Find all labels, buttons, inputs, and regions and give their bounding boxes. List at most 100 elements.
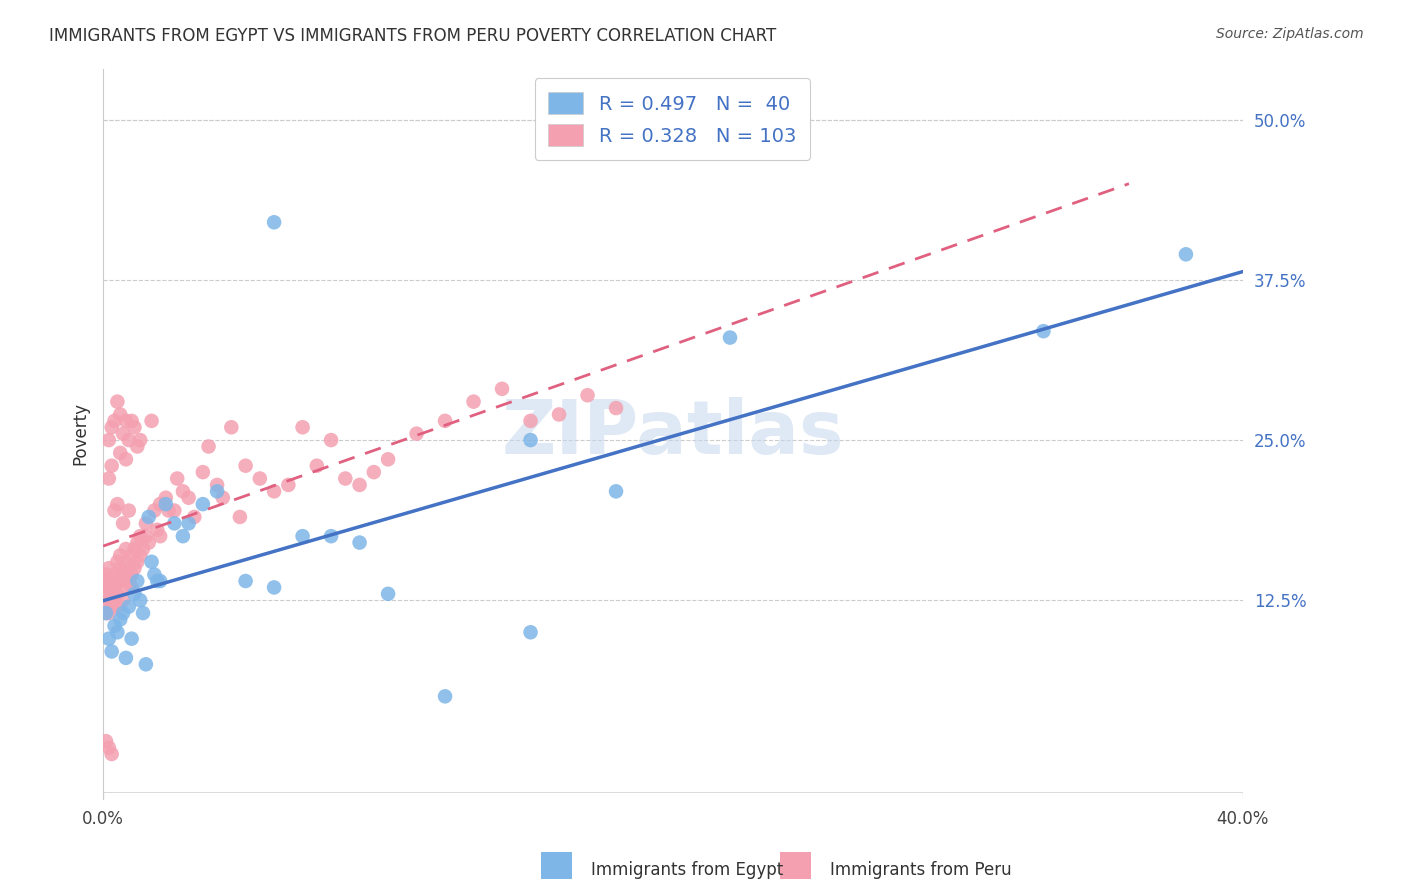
Point (197, 440, 219, 454)
Point (157, 503, 180, 517)
Point (249, 471, 271, 485)
Point (94, 606, 117, 620)
Point (129, 549, 152, 563)
Point (277, 478, 299, 492)
Point (149, 497, 172, 511)
Point (105, 574, 128, 588)
Point (115, 555, 138, 569)
Point (94, 606, 117, 620)
Point (110, 561, 132, 575)
Point (163, 503, 186, 517)
Point (100, 420, 122, 434)
Point (211, 491, 233, 505)
Point (94, 599, 117, 614)
Point (121, 581, 143, 595)
Point (115, 414, 138, 428)
Point (143, 567, 166, 582)
Point (118, 599, 141, 614)
Point (155, 497, 177, 511)
Text: Immigrants from Egypt: Immigrants from Egypt (591, 861, 783, 879)
Point (124, 420, 146, 434)
Point (143, 503, 166, 517)
Point (100, 599, 122, 614)
Point (363, 465, 385, 479)
Point (97, 561, 120, 575)
Point (127, 440, 149, 454)
Point (491, 382, 513, 396)
Point (319, 529, 342, 543)
Point (97, 433, 120, 447)
Point (519, 414, 541, 428)
Y-axis label: Poverty: Poverty (72, 402, 89, 465)
Point (172, 529, 194, 543)
Point (121, 632, 143, 646)
Point (112, 606, 135, 620)
Point (105, 599, 128, 614)
Point (100, 644, 122, 658)
Point (291, 529, 314, 543)
Point (103, 567, 125, 582)
Point (155, 491, 177, 505)
Point (605, 401, 627, 415)
Point (377, 452, 399, 467)
Point (132, 606, 155, 620)
Point (135, 516, 157, 531)
Point (205, 484, 228, 499)
Point (97, 606, 120, 620)
Point (138, 510, 160, 524)
Point (121, 414, 143, 428)
Point (172, 484, 194, 499)
Point (718, 330, 741, 344)
Point (235, 458, 257, 473)
Point (105, 394, 128, 409)
Point (191, 497, 214, 511)
Point (1032, 324, 1054, 338)
Point (110, 574, 132, 588)
Point (135, 657, 157, 672)
Point (124, 541, 146, 556)
Point (115, 651, 138, 665)
Point (132, 541, 155, 556)
Point (349, 535, 371, 549)
Point (548, 408, 571, 422)
Point (305, 458, 328, 473)
Point (291, 420, 314, 434)
Point (112, 426, 135, 441)
Point (103, 593, 125, 607)
Point (100, 587, 122, 601)
Point (97, 740, 120, 755)
Point (434, 690, 457, 704)
Point (103, 619, 125, 633)
Point (191, 465, 214, 479)
Point (112, 581, 135, 595)
Point (94, 587, 117, 601)
Point (149, 529, 172, 543)
Point (94, 734, 117, 748)
Legend: R = 0.497   N =  40, R = 0.328   N = 103: R = 0.497 N = 40, R = 0.328 N = 103 (534, 78, 810, 160)
Point (463, 394, 485, 409)
Point (163, 516, 186, 531)
Point (141, 414, 163, 428)
Point (129, 529, 152, 543)
Point (434, 414, 457, 428)
Point (149, 574, 172, 588)
Point (115, 574, 138, 588)
Point (97, 581, 120, 595)
Point (121, 567, 143, 582)
Point (183, 510, 205, 524)
Point (129, 433, 152, 447)
Point (229, 510, 252, 524)
Point (576, 388, 599, 402)
Point (349, 478, 371, 492)
Point (115, 452, 138, 467)
Point (129, 593, 152, 607)
Point (118, 561, 141, 575)
Point (135, 529, 157, 543)
Point (97, 632, 120, 646)
Point (121, 549, 143, 563)
Point (263, 215, 285, 229)
Text: ZIPatlas: ZIPatlas (502, 397, 845, 470)
Point (177, 516, 200, 531)
Point (405, 426, 427, 441)
Point (124, 587, 146, 601)
